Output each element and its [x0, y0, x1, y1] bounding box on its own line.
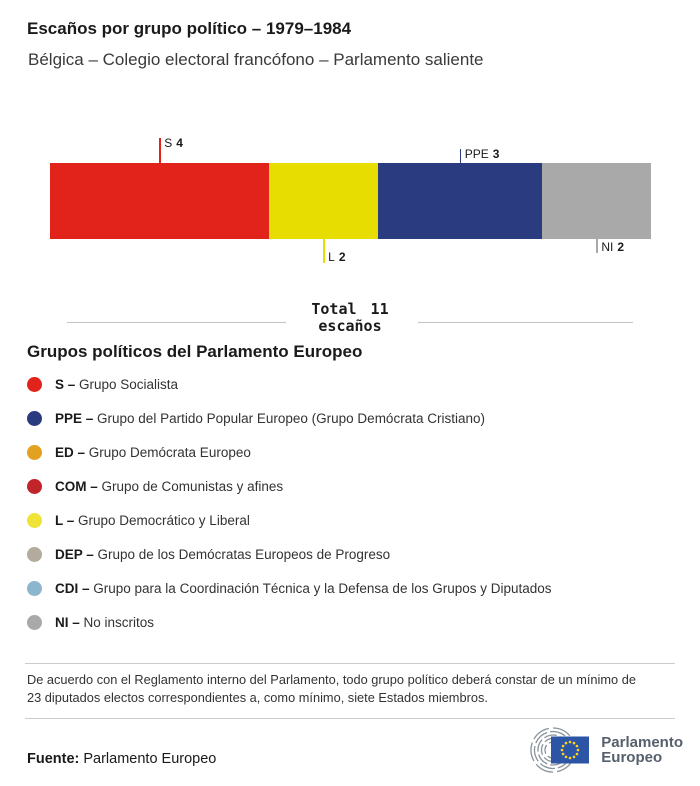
legend-dot-ppe — [27, 410, 42, 426]
legend-dot-ed — [27, 444, 42, 460]
legend-item-com[interactable]: COM – Grupo de Comunistas y afines — [27, 469, 673, 503]
legend-label: ED – Grupo Demócrata Europeo — [55, 444, 251, 460]
legend-label: NI – No inscritos — [55, 614, 155, 630]
logo-text: Parlamento Europeo — [601, 733, 683, 766]
legend-item-cdi[interactable]: CDI – Grupo para la Coordinación Técnica… — [27, 571, 673, 605]
legend-item-l[interactable]: L – Grupo Democrático y Liberal — [27, 503, 673, 537]
source-line: Fuente: Parlamento Europeo — [27, 751, 216, 767]
bar-segment-l[interactable] — [268, 163, 378, 239]
callout-label-ppe: PPE 3 — [464, 147, 500, 161]
callout-line-ppe — [459, 149, 462, 163]
callout-label-ni: NI 2 — [601, 240, 625, 254]
page-subtitle: Bélgica – Colegio electoral francófono –… — [28, 50, 484, 69]
page-title: Escaños por grupo político – 1979–1984 — [27, 19, 352, 38]
legend-dot-s — [27, 376, 42, 392]
european-parliament-logo: Parlamento Europeo — [515, 725, 683, 775]
legend-dot-com — [27, 478, 42, 494]
parliament-hemicycle-icon — [530, 727, 590, 773]
eu-flag-icon — [551, 736, 590, 764]
total-seats-line1: Total 11 — [311, 300, 389, 318]
callout-line-s — [159, 138, 161, 163]
callout-line-ni — [596, 239, 598, 253]
legend-dot-cdi — [27, 580, 42, 596]
legend-label: S – Grupo Socialista — [55, 376, 179, 392]
stacked-bar — [50, 163, 651, 239]
legend-dot-l — [27, 512, 42, 528]
legend-item-s[interactable]: S – Grupo Socialista — [27, 367, 673, 401]
legend-label: L – Grupo Democrático y Liberal — [55, 512, 250, 528]
legend-heading: Grupos políticos del Parlamento Europeo — [27, 342, 363, 361]
total-divider-left — [67, 322, 286, 323]
total-divider-right — [418, 322, 633, 323]
bar-segment-ni[interactable] — [541, 163, 651, 239]
logo-text-line1: Parlamento — [601, 733, 683, 751]
legend-item-ni[interactable]: NI – No inscritos — [27, 605, 673, 639]
legend-dot-dep — [27, 546, 42, 562]
legend-list: S – Grupo Socialista PPE – Grupo del Part… — [27, 367, 673, 639]
legend-label: DEP – Grupo de los Demócratas Europeos d… — [55, 546, 391, 562]
legend-label: COM – Grupo de Comunistas y afines — [55, 478, 284, 494]
bar-segment-s[interactable] — [50, 163, 269, 239]
total-seats-label: Total 11 escaños — [0, 301, 700, 335]
seats-stacked-bar-chart: S 4 L 2 PPE 3 NI 2 — [0, 0, 700, 300]
legend-item-ppe[interactable]: PPE – Grupo del Partido Popular Europeo … — [27, 401, 673, 435]
logo-text-line2: Europeo — [601, 749, 663, 766]
legend-label: CDI – Grupo para la Coordinación Técnica… — [55, 580, 552, 596]
source-value: Parlamento Europeo — [83, 751, 217, 767]
legend-label: PPE – Grupo del Partido Popular Europeo … — [55, 410, 485, 426]
callout-line-l — [323, 239, 325, 263]
footnote: De acuerdo con el Reglamento interno del… — [27, 672, 636, 705]
legend-item-dep[interactable]: DEP – Grupo de los Demócratas Europeos d… — [27, 537, 673, 571]
legend-item-ed[interactable]: ED – Grupo Demócrata Europeo — [27, 435, 673, 469]
bar-segment-ppe[interactable] — [377, 163, 542, 239]
legend-dot-ni — [27, 614, 42, 630]
footer-divider-top — [25, 663, 675, 664]
footer-divider-bottom — [25, 718, 675, 719]
total-seats-line2: escaños — [318, 317, 382, 335]
source-label: Fuente: — [27, 751, 80, 767]
